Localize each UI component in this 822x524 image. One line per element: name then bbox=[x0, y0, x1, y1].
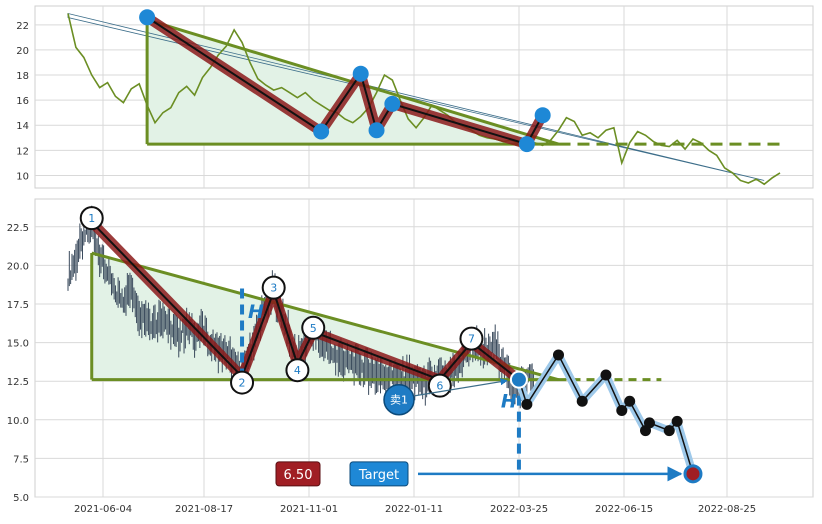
breakout-dot bbox=[509, 370, 528, 389]
bottom-y-tick-label: 10.0 bbox=[7, 416, 29, 427]
pivot-label-circle bbox=[301, 315, 326, 340]
bottom-y-tick-label: 17.5 bbox=[7, 300, 29, 311]
pivot-label: 3 bbox=[261, 275, 286, 300]
x-tick-label: 2021-06-04 bbox=[74, 504, 132, 515]
top-pivot-dot bbox=[139, 9, 156, 26]
target-price-text: 6.50 bbox=[284, 468, 313, 483]
top-y-tick-label: 20 bbox=[16, 46, 29, 57]
forecast-point bbox=[521, 398, 533, 410]
forecast-point bbox=[576, 395, 588, 407]
sell-marker bbox=[383, 383, 415, 416]
bottom-y-tick-label: 12.5 bbox=[7, 377, 29, 388]
target-label-box bbox=[349, 461, 409, 487]
pivot-label: 1 bbox=[79, 206, 104, 231]
sell-arrow bbox=[414, 378, 508, 397]
top-y-tick-label: 10 bbox=[16, 171, 29, 182]
x-tick-label: 2022-08-25 bbox=[698, 504, 756, 515]
forecast-point bbox=[600, 369, 612, 381]
target-label-text: Target bbox=[358, 468, 399, 483]
top-pivot-dot bbox=[534, 107, 551, 124]
pivot-label-circle bbox=[230, 370, 255, 395]
forecast-point bbox=[671, 415, 683, 427]
pivot-label-text: 5 bbox=[310, 322, 317, 335]
bottom-y-tick-label: 15.0 bbox=[7, 339, 29, 350]
pivot-label-text: 1 bbox=[88, 212, 95, 225]
x-tick-label: 2022-03-25 bbox=[490, 504, 548, 515]
top-y-tick-label: 16 bbox=[16, 96, 29, 107]
bottom-y-tick-label: 7.5 bbox=[13, 454, 29, 465]
top-pivot-dot bbox=[313, 123, 330, 140]
bottom-y-tick-label: 20.0 bbox=[7, 261, 29, 272]
pivot-label-text: 6 bbox=[436, 380, 443, 393]
pivot-label-text: 4 bbox=[294, 364, 301, 377]
x-tick-label: 2021-08-17 bbox=[175, 504, 233, 515]
height-marker-h: H bbox=[248, 301, 264, 323]
forecast-point bbox=[552, 349, 564, 361]
top-pivot-dot bbox=[368, 122, 385, 139]
forecast-point bbox=[643, 417, 655, 429]
pivot-label: 4 bbox=[285, 358, 310, 383]
top-pivot-dot bbox=[518, 136, 535, 153]
top-pivot-dot bbox=[352, 65, 369, 82]
top-y-tick-label: 18 bbox=[16, 71, 29, 82]
pivot-label-circle bbox=[459, 326, 484, 351]
target-price-box bbox=[275, 461, 321, 487]
pivot-label-circle bbox=[261, 275, 286, 300]
bottom-y-tick-label: 5.0 bbox=[13, 493, 29, 504]
sell-label: 卖1 bbox=[390, 394, 408, 407]
top-y-tick-label: 22 bbox=[16, 21, 29, 32]
top-y-tick-label: 14 bbox=[16, 121, 29, 132]
projection-marker-h: H bbox=[501, 390, 517, 412]
top-y-tick-label: 12 bbox=[16, 146, 29, 157]
x-tick-label: 2021-11-01 bbox=[280, 504, 338, 515]
pivot-label: 7 bbox=[459, 326, 484, 351]
pivot-label-text: 7 bbox=[468, 333, 475, 346]
pivot-label-text: 2 bbox=[239, 377, 246, 390]
top-pivot-dot bbox=[384, 95, 401, 112]
x-tick-label: 2022-01-11 bbox=[385, 504, 443, 515]
pivot-label: 5 bbox=[301, 315, 326, 340]
pivot-label-circle bbox=[79, 206, 104, 231]
pivot-label-text: 3 bbox=[270, 282, 277, 295]
x-tick-label: 2022-06-15 bbox=[595, 504, 653, 515]
forecast-point bbox=[616, 405, 628, 417]
target-point bbox=[683, 464, 703, 484]
bottom-y-tick-label: 22.5 bbox=[7, 223, 29, 234]
bottom-resistance-line bbox=[91, 251, 559, 382]
pivot-label-circle bbox=[285, 358, 310, 383]
forecast-point bbox=[624, 395, 636, 407]
pivot-label: 2 bbox=[230, 370, 255, 395]
forecast-point bbox=[663, 425, 675, 437]
